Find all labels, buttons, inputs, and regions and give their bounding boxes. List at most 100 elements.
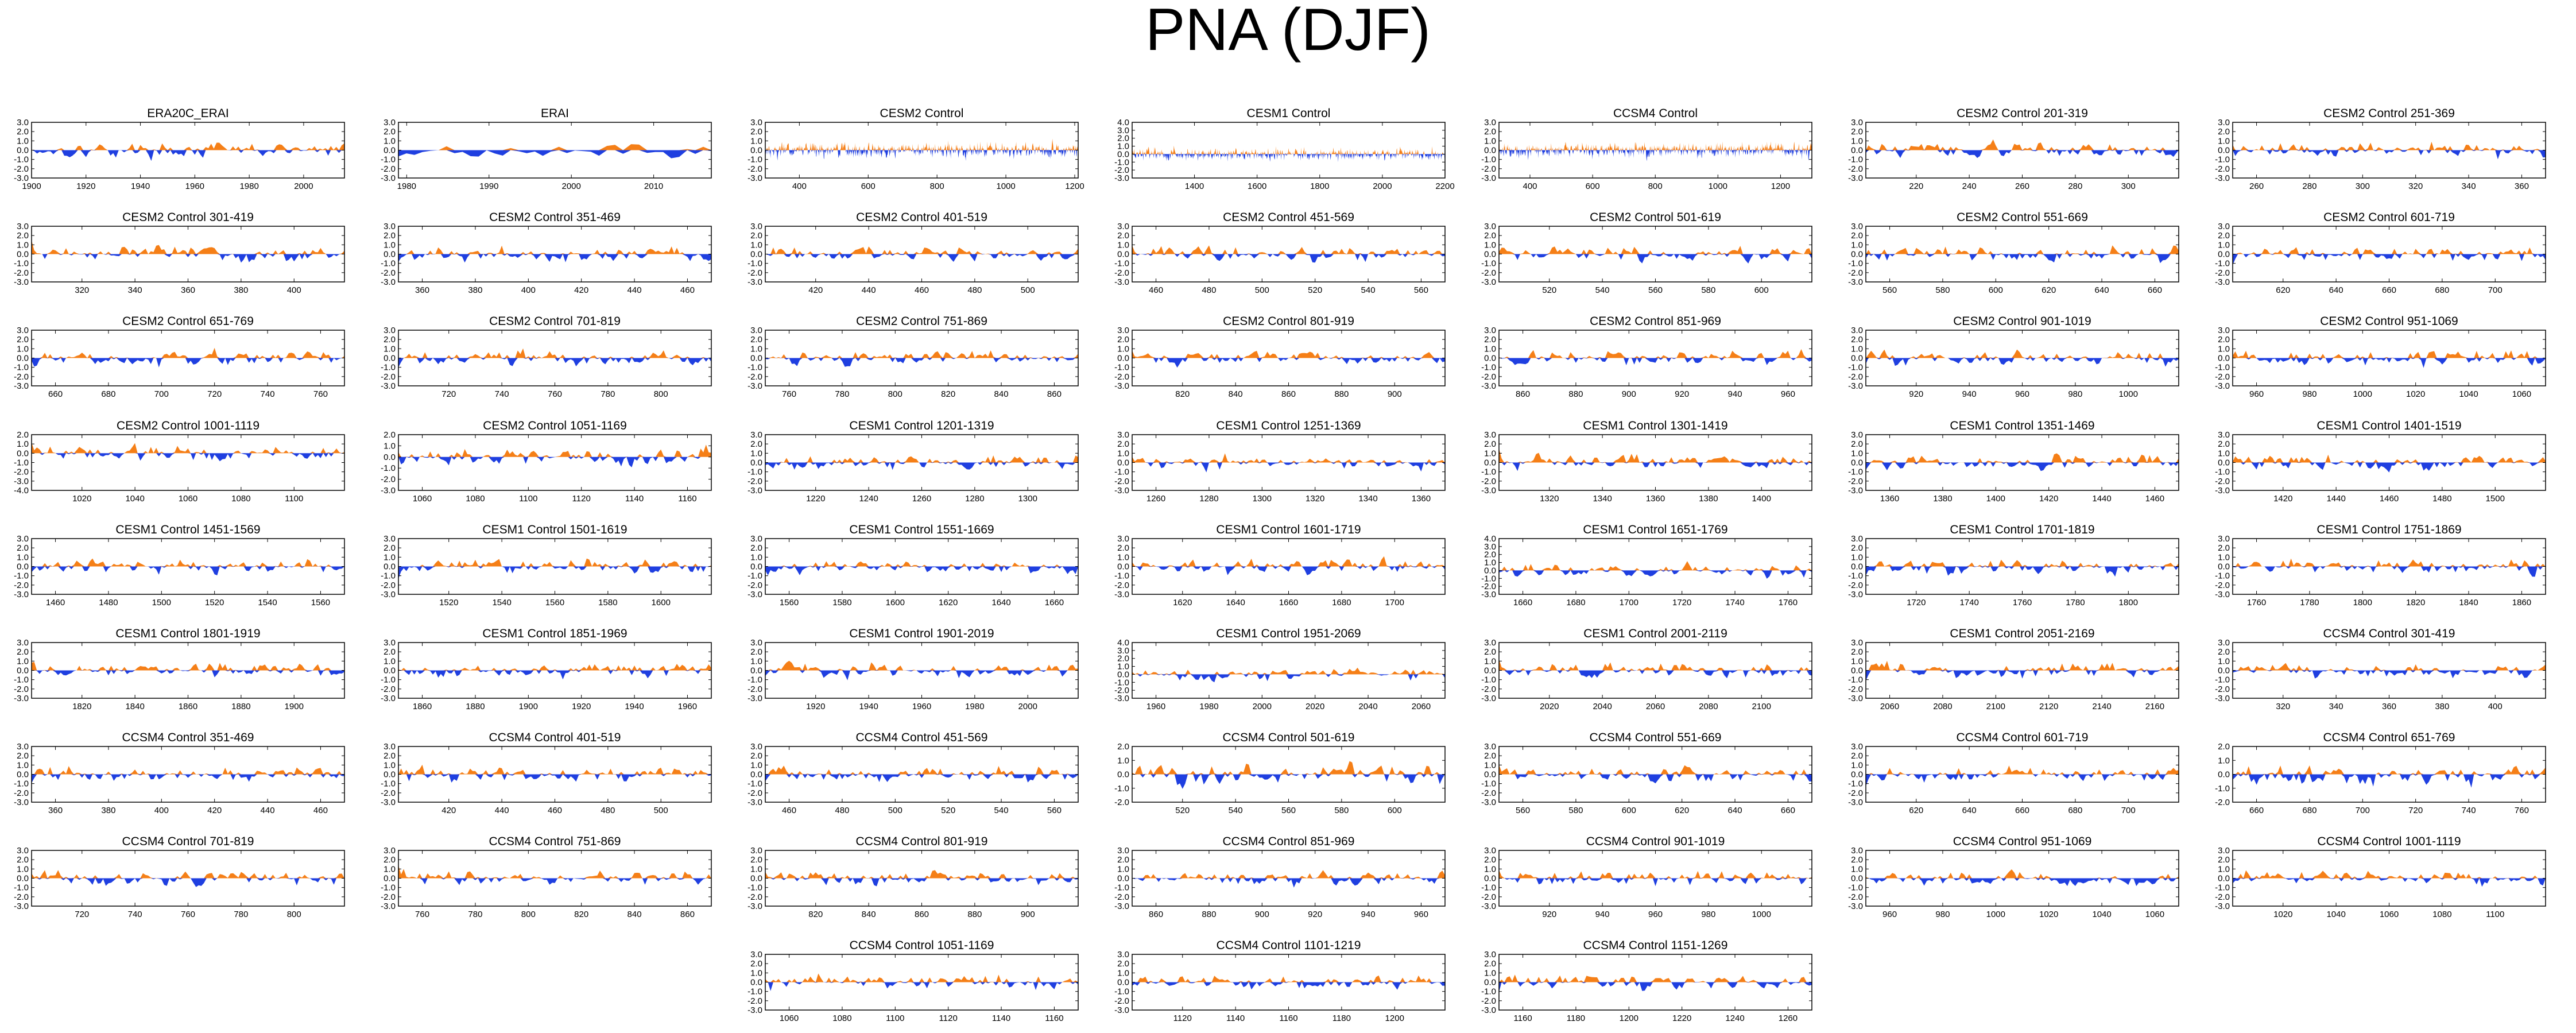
chart-title: CCSM4 Control 301-419 <box>2323 627 2455 640</box>
x-tick-label: 740 <box>2462 806 2476 815</box>
x-tick-label: 920 <box>1542 910 1556 919</box>
positive-area <box>1499 448 1812 463</box>
chart-svg: CESM2 Control 451-569 3.02.01.00.0-1.0-2.… <box>1114 211 1446 295</box>
chart-title: CESM2 Control 801-919 <box>1223 315 1354 328</box>
negative-area <box>1132 774 1445 789</box>
y-tick-label: 2.0 <box>1484 231 1496 241</box>
y-tick-label: 1.0 <box>1484 864 1496 874</box>
chart-svg: CCSM4 Control 451-569 3.02.01.00.0-1.0-2.… <box>747 731 1079 815</box>
x-tick-label: 960 <box>1882 910 1897 919</box>
x-tick-label: 1120 <box>1173 1013 1192 1023</box>
y-tick-label: -2.0 <box>747 164 762 174</box>
chart-svg: CESM2 Control 801-919 3.02.01.00.0-1.0-2.… <box>1114 315 1446 399</box>
chart-panel: CCSM4 Control 1101-1219 3.0 2.0 1.0 0.0 -1.0-… <box>1101 937 1454 1033</box>
y-tick-label: 1.0 <box>1484 558 1496 568</box>
y-tick-label: -3.0 <box>2215 173 2230 183</box>
x-tick-label: 660 <box>1781 806 1795 815</box>
chart-title: CESM1 Control 1301-1419 <box>1583 419 1727 432</box>
y-tick-label: 3.0 <box>2218 222 2230 231</box>
negative-area <box>1499 462 1812 471</box>
chart-title: CCSM4 Control 1151-1269 <box>1583 939 1728 952</box>
chart-title: CCSM4 Control 551-669 <box>1590 731 1722 744</box>
x-tick-label: 560 <box>1414 285 1428 295</box>
y-tick-label: 2.0 <box>2218 543 2230 553</box>
y-tick-label: -2.0 <box>1114 372 1129 382</box>
chart-svg: CESM1 Control 1251-13693.02.01.00.0-1.0-… <box>1114 419 1446 504</box>
y-tick-label: 0.0 <box>384 146 396 156</box>
x-tick-label: 2000 <box>1373 181 1392 191</box>
y-tick-label: -3.0 <box>381 173 396 183</box>
y-tick-label: 2.0 <box>1484 335 1496 345</box>
x-tick-label: 700 <box>2356 806 2370 815</box>
x-tick-label: 1580 <box>598 598 617 608</box>
y-tick-label: -2.0 <box>1481 477 1496 486</box>
y-tick-label: 2.0 <box>384 751 396 761</box>
y-tick-label: 1.0 <box>1117 662 1129 672</box>
chart-title: CESM2 Control 401-519 <box>856 211 987 224</box>
y-tick-label: -3.0 <box>1114 694 1129 703</box>
chart-svg: CESM1 Control 1701-18193.02.01.00.0-1.0-… <box>1848 523 2179 608</box>
y-tick-label: -1.0 <box>381 883 396 893</box>
x-tick-label: 1480 <box>2432 494 2451 504</box>
x-tick-label: 800 <box>888 389 902 399</box>
y-tick-label: 1.0 <box>750 136 762 146</box>
chart-svg: CESM2 Control 401-519 3.02.01.00.0-1.0-2.… <box>747 211 1079 295</box>
x-tick-label: 940 <box>1728 389 1742 399</box>
x-tick-label: 900 <box>1255 910 1269 919</box>
x-tick-label: 500 <box>1255 285 1269 295</box>
y-tick-label: -1.0 <box>14 458 29 468</box>
y-tick-label: -1.0 <box>14 155 29 165</box>
x-tick-label: 760 <box>782 389 796 399</box>
y-tick-label: -2.0 <box>14 892 29 902</box>
chart-panel: CESM2 Control 351-469 3.0 2.0 1.0 0.0 -1.0 -2.… <box>367 209 720 305</box>
y-tick-label: -2.0 <box>1481 582 1496 591</box>
y-tick-label: 1.0 <box>17 136 29 146</box>
x-tick-label: 480 <box>967 285 982 295</box>
negative-area <box>32 254 344 263</box>
chart-panel: CESM1 Control 1301-1419 3.0 2.0 1.0 0.0 -1.0-… <box>1467 417 1820 513</box>
chart-title: CCSM4 Control 701-819 <box>122 835 254 848</box>
y-tick-label: 3.0 <box>1484 742 1496 752</box>
chart-title: CCSM4 Control 351-469 <box>122 731 254 744</box>
chart-title: ERA20C_ERAI <box>147 107 228 120</box>
positive-area <box>2233 141 2546 150</box>
x-tick-label: 1920 <box>806 702 825 711</box>
positive-area <box>32 240 344 254</box>
positive-area <box>765 138 1078 150</box>
y-tick-label: 0.0 <box>1117 670 1129 679</box>
x-tick-label: 1140 <box>625 494 644 504</box>
y-tick-label: -1.0 <box>747 987 762 997</box>
y-tick-label: -3.0 <box>2215 486 2230 496</box>
y-tick-label: 2.0 <box>1851 231 1863 241</box>
x-tick-label: 1760 <box>2247 598 2266 608</box>
y-tick-label: -2.0 <box>747 268 762 278</box>
positive-area <box>1866 660 2179 671</box>
y-tick-label: -3.0 <box>747 798 762 807</box>
chart-title: CESM2 Control 901-1019 <box>1953 315 2091 328</box>
x-tick-label: 900 <box>1021 910 1035 919</box>
y-tick-label: 0.0 <box>1117 250 1129 260</box>
x-tick-label: 2020 <box>1540 702 1559 711</box>
x-tick-label: 1600 <box>652 598 671 608</box>
y-tick-label: -2.0 <box>747 996 762 1006</box>
y-tick-label: -2.0 <box>747 892 762 902</box>
y-tick-label: -1.0 <box>381 571 396 581</box>
y-tick-label: -3.0 <box>14 477 29 486</box>
x-tick-label: 1060 <box>2512 389 2531 399</box>
x-tick-label: 420 <box>207 806 222 815</box>
positive-area <box>32 766 344 775</box>
x-tick-label: 1120 <box>939 1013 958 1023</box>
y-tick-label: -2.0 <box>381 475 396 485</box>
y-tick-label: -2.0 <box>1848 372 1863 382</box>
chart-panel: CESM2 Control 851-969 3.0 2.0 1.0 0.0 -1.0 -2.… <box>1467 313 1820 409</box>
chart-panel: CESM1 Control 1951-2069 4.0 3.0 2.0 1.0 0.0 -1… <box>1101 625 1454 721</box>
y-tick-label: 0.0 <box>1484 770 1496 780</box>
x-tick-label: 1540 <box>492 598 511 608</box>
x-tick-label: 1900 <box>22 181 41 191</box>
y-tick-label: -1.0 <box>1848 467 1863 477</box>
x-tick-label: 1140 <box>1226 1013 1245 1023</box>
negative-area <box>1132 254 1445 263</box>
x-tick-label: 1140 <box>992 1013 1010 1023</box>
y-tick-label: -1.0 <box>1114 883 1129 893</box>
positive-area <box>1132 245 1445 254</box>
